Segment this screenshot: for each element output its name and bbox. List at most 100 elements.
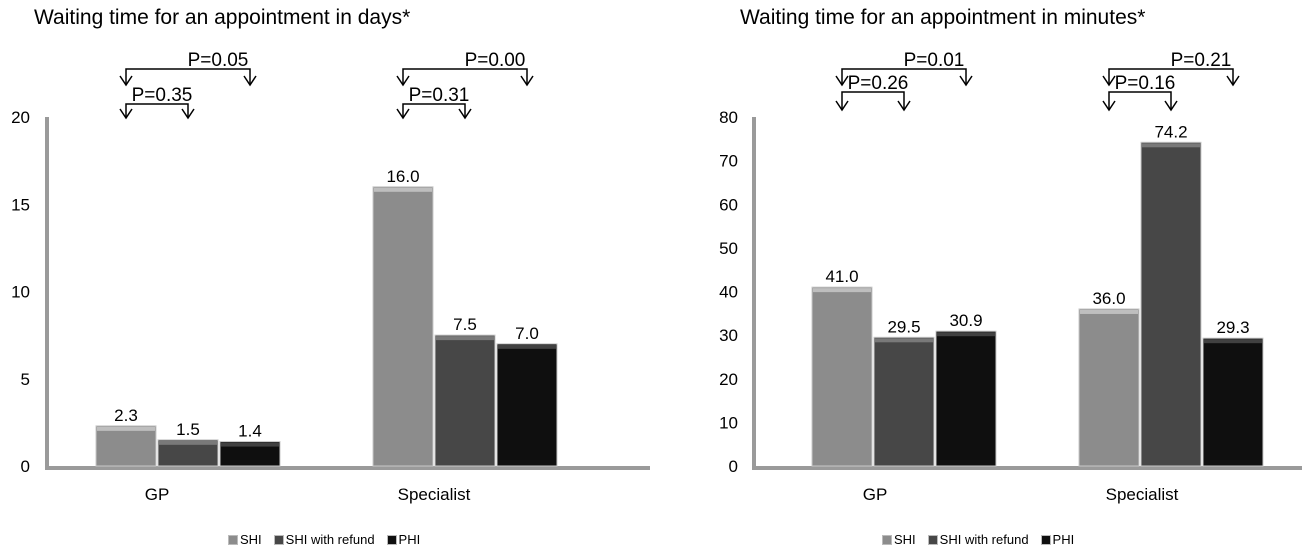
y-tick-label: 0 [729,457,738,476]
y-tick-label: 20 [719,370,738,389]
y-tick-label: 50 [719,239,738,258]
arrow-head [119,75,133,87]
data-label: 1.4 [238,422,262,441]
p-value-label: P=0.05 [188,50,249,71]
bar [1202,337,1264,467]
legend-item: PHI [386,532,421,547]
legend-swatch [273,534,284,545]
y-tick-label: 30 [719,326,738,345]
legend-label: PHI [398,532,421,547]
arrow-head [897,100,911,112]
bracket-line [125,103,189,118]
bar-highlight [1142,143,1200,148]
legend-swatch [1040,534,1051,545]
chart-title: Waiting time for an appointment in days* [34,6,411,29]
bar [935,330,997,467]
bar-highlight [937,332,995,337]
arrow-head [1102,75,1116,87]
y-tick-label: 5 [21,370,30,389]
x-tick-label: GP [145,485,170,504]
bracket-line [402,68,528,85]
legend-label: SHI [894,532,916,547]
y-axis-line [45,117,49,468]
comparison-bracket: P=0.31 [396,85,472,120]
y-tick-label: 80 [719,108,738,127]
y-tick-label: 70 [719,152,738,171]
bar-highlight [221,442,279,447]
x-tick-label: GP [863,485,888,504]
data-label: 36.0 [1092,289,1125,308]
legend-label: SHI [240,532,262,547]
data-label: 29.5 [887,317,920,336]
comparison-bracket: P=0.00 [396,50,534,87]
data-label: 29.3 [1216,318,1249,337]
p-value-label: P=0.00 [465,50,526,71]
bar-highlight [97,426,155,431]
comparison-bracket: P=0.05 [119,50,257,87]
data-label: 2.3 [114,406,138,425]
y-tick-label: 20 [11,108,30,127]
comparison-bracket: P=0.16 [1102,73,1178,112]
comparison-bracket: P=0.35 [119,85,195,120]
arrow-head [181,108,195,120]
bar [434,334,496,467]
bracket-line [402,103,466,118]
comparison-bracket: P=0.26 [835,73,911,112]
arrow-head [520,75,534,87]
legend-swatch [228,534,238,545]
bar-highlight [374,187,432,192]
legend-item: PHI [1040,532,1075,547]
bracket-line [841,68,967,85]
bracket-line [125,68,251,85]
data-label: 1.5 [176,420,200,439]
legend-item: SHI with refund [927,532,1029,547]
legend: SHI SHI with refund PHI [882,532,1074,547]
p-value-label: P=0.16 [1115,73,1176,94]
legend-swatch [386,534,397,545]
p-value-label: P=0.01 [904,50,965,71]
chart-minutes-plot: 0 10 20 30 40 50 60 70 80 41.0 29.5 30.9 GP 36.0 74.2 2… [719,50,1302,504]
y-tick-label: 0 [21,457,30,476]
legend: SHI SHI with refund PHI [228,532,420,547]
arrow-head [458,108,472,120]
chart-days: Waiting time for an appointment in days*… [11,6,650,547]
bar [1078,308,1140,467]
bar [95,425,157,467]
bar [873,336,935,467]
arrow-head [1164,100,1178,112]
y-axis-line [752,117,756,468]
arrow-head [396,75,410,87]
arrow-head [396,108,410,120]
bar-highlight [436,336,494,341]
legend-item: SHI [228,532,262,547]
y-tick-label: 60 [719,195,738,214]
arrow-head [1226,75,1240,87]
bar [496,343,558,467]
chart-minutes: Waiting time for an appointment in minut… [652,0,1304,551]
comparison-bracket: P=0.21 [1102,50,1240,87]
chart-title: Waiting time for an appointment in minut… [740,6,1146,29]
arrow-head [835,100,849,112]
legend-label: SHI with refund [939,532,1029,547]
p-value-label: P=0.35 [132,85,193,106]
bracket-line [1108,68,1234,85]
bar-highlight [813,288,871,293]
legend-label: PHI [1052,532,1075,547]
arrow-head [959,75,973,87]
y-tick-label: 10 [11,283,30,302]
x-tick-label: Specialist [1106,485,1179,504]
bracket-line [841,91,905,110]
x-axis-line [45,466,650,470]
arrow-head [243,75,257,87]
bar-highlight [1204,339,1262,344]
bar-highlight [875,338,933,343]
legend-item: SHI [882,532,916,547]
bar-highlight [1080,309,1138,314]
data-label: 41.0 [825,267,858,286]
p-value-label: P=0.31 [409,85,470,106]
data-label: 74.2 [1154,122,1187,141]
legend-swatch [882,534,892,545]
bar [372,186,434,467]
arrow-head [835,75,849,87]
bar-highlight [498,344,556,349]
